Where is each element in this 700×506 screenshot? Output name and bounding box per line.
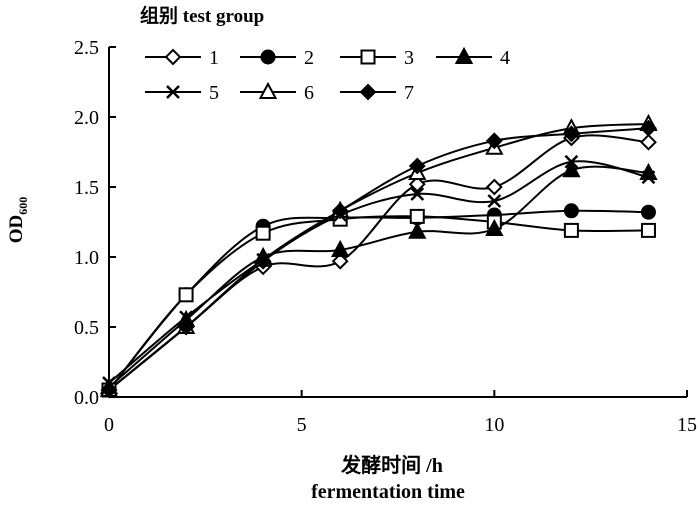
data-point-series-1 <box>408 175 426 193</box>
y-axis-label-subscript: 600 <box>16 197 30 215</box>
svg-text:OD600: OD600 <box>6 197 30 244</box>
data-point-series-7 <box>408 157 426 175</box>
data-point-series-2 <box>563 203 579 219</box>
legend-title: 组别 test group <box>140 4 264 27</box>
legend-marker-1 <box>164 48 182 66</box>
y-tick-label: 0.0 <box>74 387 99 409</box>
data-point-series-3 <box>409 208 425 224</box>
data-point-series-3 <box>640 222 656 238</box>
data-point-series-4 <box>562 160 581 178</box>
axes: 0.00.51.01.52.02.50 5 10 15 <box>74 37 697 436</box>
series-markers <box>99 113 658 399</box>
data-point-series-2 <box>640 204 656 220</box>
legend: 1 2 3 4 5 6 7 <box>145 46 510 104</box>
series-line-3 <box>108 215 649 391</box>
x-tick-label: 0 <box>104 414 114 436</box>
legend-marker-6 <box>258 81 278 99</box>
data-point-series-4 <box>485 218 504 236</box>
data-point-series-5 <box>487 194 502 208</box>
data-point-series-5 <box>410 187 425 201</box>
x-tick-label: 15 <box>677 414 697 436</box>
legend-label-1: 1 <box>209 47 219 69</box>
legend-marker-3 <box>360 49 376 65</box>
x-tick-label: 10 <box>484 414 504 436</box>
data-point-series-5 <box>564 154 579 169</box>
legend-marker-5 <box>166 85 180 99</box>
y-tick-label: 1.0 <box>74 247 99 269</box>
data-point-series-7 <box>254 252 272 270</box>
data-point-series-1 <box>640 133 657 151</box>
x-tick-label: 5 <box>297 414 307 436</box>
data-point-series-7 <box>485 132 503 150</box>
series-line-4 <box>108 165 649 388</box>
data-point-series-7 <box>640 119 657 137</box>
y-tick-label: 2.0 <box>74 107 99 129</box>
legend-label-5: 5 <box>209 82 219 104</box>
y-axis-label: OD600 <box>6 197 30 244</box>
legend-marker-4 <box>454 46 474 64</box>
y-tick-label: 1.5 <box>74 177 99 199</box>
series-line-5 <box>108 160 649 384</box>
legend-label-4: 4 <box>500 47 510 69</box>
data-point-series-3 <box>255 225 271 241</box>
legend-label-3: 3 <box>404 47 414 69</box>
legend-label-7: 7 <box>404 82 414 104</box>
x-axis-label: 发酵时间 /h <box>340 453 443 477</box>
data-point-series-7 <box>331 202 349 220</box>
x-axis-label-english: fermentation time <box>311 481 465 503</box>
y-tick-label: 2.5 <box>74 37 99 59</box>
data-point-series-7 <box>100 381 118 399</box>
data-point-series-7 <box>562 125 580 143</box>
legend-label-2: 2 <box>304 47 314 69</box>
data-point-series-5 <box>641 170 656 185</box>
data-point-series-3 <box>563 222 579 238</box>
legend-label-6: 6 <box>304 82 314 104</box>
data-point-series-1 <box>331 252 349 270</box>
y-tick-label: 0.5 <box>74 317 99 339</box>
data-point-series-3 <box>178 287 194 303</box>
legend-marker-7 <box>359 83 377 101</box>
legend-marker-2 <box>260 49 276 65</box>
data-point-series-4 <box>331 239 350 257</box>
data-point-series-4 <box>408 221 427 239</box>
y-axis-label-main: OD <box>6 215 27 244</box>
data-point-series-1 <box>485 178 503 196</box>
data-point-series-7 <box>177 318 195 336</box>
